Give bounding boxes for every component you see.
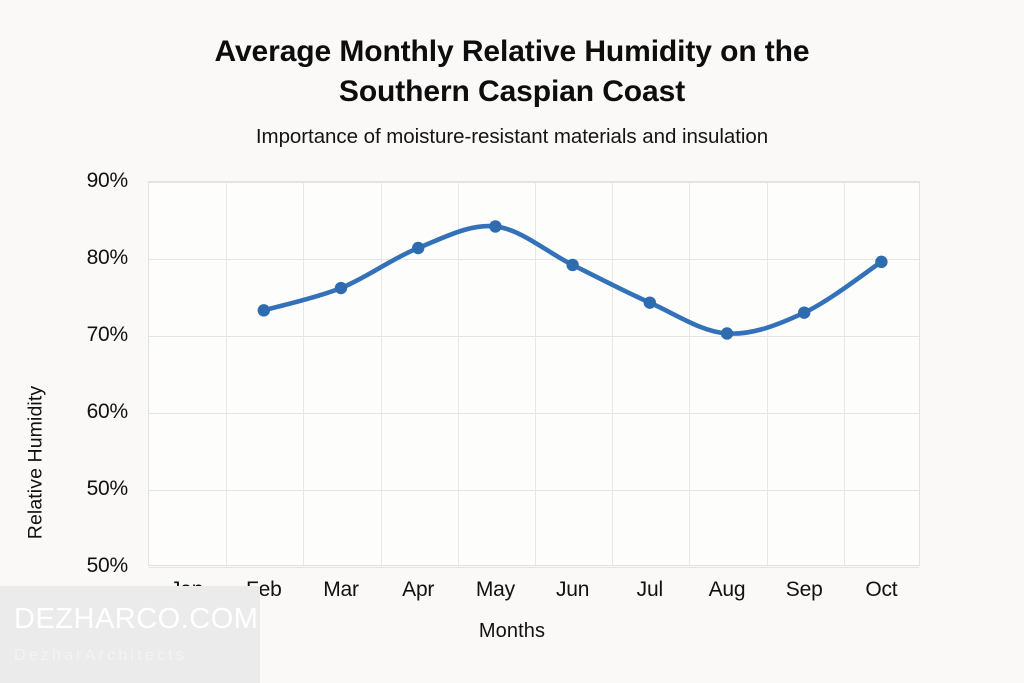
x-gridline — [612, 182, 614, 565]
data-point-marker — [643, 296, 656, 309]
y-gridline — [149, 182, 919, 183]
data-point-marker — [566, 258, 579, 272]
y-gridline — [149, 490, 919, 491]
y-gridline — [149, 336, 919, 337]
x-gridline — [380, 182, 382, 565]
y-gridline — [149, 259, 919, 260]
y-tick-label: 50% — [86, 477, 129, 500]
x-tick-label: Apr — [402, 578, 435, 601]
y-axis-title: Relative Humidity — [24, 385, 47, 540]
y-tick-label: 80% — [86, 246, 129, 269]
x-gridline — [843, 182, 845, 565]
chart-header: Average Monthly Relative Humidity on the… — [0, 32, 1024, 149]
x-tick-label: Jul — [636, 578, 663, 601]
data-point-marker — [412, 241, 425, 255]
x-gridline — [535, 182, 536, 565]
watermark: DEZHARCO.COM DezharArchitects — [0, 586, 260, 683]
series-line — [264, 226, 882, 334]
x-tick-label: Mar — [323, 578, 359, 601]
x-tick-label: Oct — [865, 578, 898, 601]
x-axis: JanFebMarAprMayJunJulAugSepOct — [148, 578, 920, 608]
y-axis: Relative Humidity 90% 80% 70% 60% 50% 50% — [0, 169, 140, 577]
y-gridline — [149, 567, 919, 568]
humidity-line-series — [257, 220, 888, 340]
plot-area — [148, 181, 920, 568]
x-axis-title: Months — [478, 620, 546, 642]
watermark-secondary: DezharArchitects — [14, 647, 188, 665]
x-tick-label: Jun — [555, 578, 590, 601]
chart-title-line-2: Southern Caspian Coast — [338, 74, 686, 108]
x-gridline — [766, 182, 768, 565]
y-tick-label: 90% — [86, 169, 129, 192]
page-title: Average Monthly Relative Humidity on the… — [162, 32, 862, 111]
x-gridline — [303, 182, 305, 565]
plot-area-wrapper — [148, 181, 920, 568]
x-tick-label: Sep — [785, 578, 823, 601]
y-tick-label: 70% — [86, 323, 129, 346]
x-tick-label: May — [475, 578, 515, 601]
x-gridline — [226, 182, 228, 565]
watermark-primary: DEZHARCO.COM — [14, 602, 259, 635]
x-tick-label: Aug — [708, 578, 746, 601]
data-point-marker — [489, 220, 502, 233]
x-gridline — [457, 182, 459, 565]
chart-subtitle: Importance of moisture-resistant materia… — [255, 125, 769, 149]
data-point-marker — [875, 255, 888, 269]
y-tick-label: 50% — [86, 554, 129, 577]
chart-title-line-1: Average Monthly Relative Humidity on the — [214, 35, 810, 68]
data-point-marker — [798, 306, 811, 319]
y-gridline — [149, 413, 919, 414]
data-point-marker — [257, 304, 270, 317]
x-gridline — [689, 182, 691, 565]
y-tick-label: 60% — [86, 400, 129, 423]
data-point-marker — [720, 327, 734, 340]
data-point-marker — [334, 281, 348, 295]
